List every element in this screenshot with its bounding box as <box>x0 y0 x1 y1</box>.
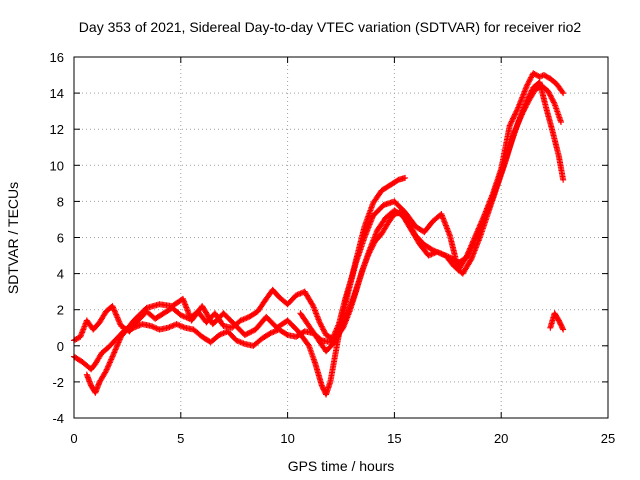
plot-frame <box>73 56 609 419</box>
data-point <box>513 107 520 114</box>
data-point <box>560 90 567 97</box>
data-point <box>249 327 256 334</box>
y-tick-label: -2 <box>52 375 64 390</box>
data-point <box>512 110 519 117</box>
data-point <box>560 326 567 333</box>
ticks: 0 5 10 15 20 25 -4 -2 0 2 4 6 8 10 12 14 16 <box>50 50 616 446</box>
y-tick-label: 14 <box>50 86 64 101</box>
y-tick-label: -4 <box>52 411 64 426</box>
x-tick-label: 20 <box>494 431 508 446</box>
data-point <box>339 324 346 331</box>
y-tick-label: 10 <box>50 158 64 173</box>
data-point <box>512 111 519 118</box>
data-point <box>558 118 565 125</box>
y-axis-label: SDTVAR / TECUs <box>5 182 21 294</box>
data-point <box>247 329 254 336</box>
data-point <box>248 328 255 335</box>
x-tick-label: 15 <box>387 431 401 446</box>
y-tick-label: 6 <box>57 231 64 246</box>
y-tick-label: 4 <box>57 267 64 282</box>
data-point <box>402 174 409 181</box>
data-point <box>560 176 567 183</box>
data-point <box>243 331 250 338</box>
data-points <box>71 70 567 398</box>
series-track_d <box>297 82 565 355</box>
data-point <box>513 108 520 115</box>
data-point <box>506 122 513 129</box>
data-point <box>467 257 474 264</box>
data-point <box>508 118 515 125</box>
data-point <box>309 301 316 308</box>
y-tick-label: 2 <box>57 303 64 318</box>
x-tick-label: 5 <box>177 431 184 446</box>
data-point <box>510 115 517 122</box>
chart-title: Day 353 of 2021, Sidereal Day-to-day VTE… <box>79 19 582 35</box>
x-tick-label: 0 <box>70 431 77 446</box>
series-track_e <box>547 310 567 333</box>
data-point <box>507 121 514 128</box>
data-point <box>559 325 566 332</box>
data-point <box>463 253 470 260</box>
data-point <box>510 114 517 121</box>
data-point <box>241 331 248 338</box>
data-point <box>266 330 273 337</box>
data-point <box>245 329 252 336</box>
x-tick-label: 10 <box>280 431 294 446</box>
x-tick-label: 25 <box>601 431 615 446</box>
data-point <box>514 105 521 112</box>
data-point <box>244 330 251 337</box>
y-tick-label: 16 <box>50 50 64 65</box>
y-tick-label: 12 <box>50 122 64 137</box>
series-track_b <box>71 79 567 373</box>
y-tick-label: 0 <box>57 339 64 354</box>
data-point <box>559 88 566 95</box>
data-point <box>283 331 290 338</box>
y-tick-label: 8 <box>57 194 64 209</box>
x-axis-label: GPS time / hours <box>288 458 395 474</box>
data-point <box>511 112 518 119</box>
grid <box>74 57 608 418</box>
data-point <box>509 117 516 124</box>
data-point <box>508 119 515 126</box>
